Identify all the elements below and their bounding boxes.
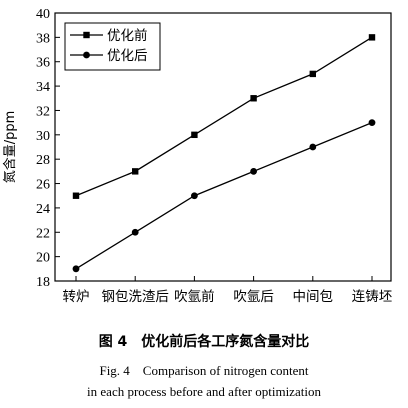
y-tick-label: 36 <box>36 56 50 71</box>
y-tick-label: 24 <box>36 202 50 217</box>
data-point-square <box>72 192 80 199</box>
y-tick-label: 38 <box>36 31 50 46</box>
y-axis-ticks: 18 20 22 24 26 28 30 32 34 36 38 40 <box>36 7 60 290</box>
y-tick-label: 18 <box>36 275 50 290</box>
data-point-circle <box>131 228 139 236</box>
y-tick-label: 32 <box>36 104 50 119</box>
y-tick-label: 34 <box>36 80 50 95</box>
x-tick-label: 吹氩后 <box>233 289 274 305</box>
x-tick-label: 转炉 <box>63 289 90 305</box>
data-point-circle <box>250 167 257 175</box>
series-line-2 <box>75 122 373 270</box>
figure-caption-chinese: 图 4 优化前后各工序氮含量对比 <box>98 334 310 350</box>
data-point-square <box>250 95 257 102</box>
data-point-square <box>191 131 198 139</box>
y-tick-label: 20 <box>36 251 50 266</box>
y-tick-label: 30 <box>36 129 50 144</box>
series-layer <box>72 34 376 273</box>
x-tick-label: 吹氩前 <box>174 288 215 305</box>
x-axis-ticks: 转炉 钢包洗渣后 吹氩前 吹氩后 中间包 连铸坯 <box>63 276 393 305</box>
y-tick-label: 22 <box>36 226 50 241</box>
x-tick-label: 中间包 <box>293 289 334 305</box>
data-point-circle <box>368 119 376 127</box>
data-point-square <box>309 70 316 78</box>
y-tick-label: 26 <box>36 178 50 193</box>
x-tick-label: 连铸坯 <box>352 289 393 305</box>
data-point-circle <box>309 143 317 151</box>
y-tick-label: 40 <box>36 7 50 22</box>
legend-label: 优化后 <box>107 48 148 64</box>
figure-caption-english-line2: in each process before and after optimiz… <box>87 384 321 399</box>
data-point-square <box>368 34 376 41</box>
legend-marker-square <box>83 31 90 39</box>
legend-box <box>64 22 161 71</box>
series-line-1 <box>75 36 373 197</box>
y-tick-label: 28 <box>36 153 50 168</box>
x-tick-label: 钢包洗渣后 <box>101 289 169 305</box>
y-axis-label: 氮含量/ppm <box>2 111 18 184</box>
line-chart: 18 20 22 24 26 28 30 32 34 36 38 40 转炉 钢包洗渣后 吹氩前 吹氩后 中间… <box>2 7 393 305</box>
data-point-circle <box>191 192 198 200</box>
data-point-square <box>132 168 139 175</box>
data-point-circle <box>72 265 80 273</box>
legend-label: 优化前 <box>107 27 148 44</box>
plot-frame <box>54 12 392 282</box>
legend-marker-circle <box>83 51 90 59</box>
figure-caption-english-line1: Fig. 4 Comparison of nitrogen content <box>99 363 309 378</box>
